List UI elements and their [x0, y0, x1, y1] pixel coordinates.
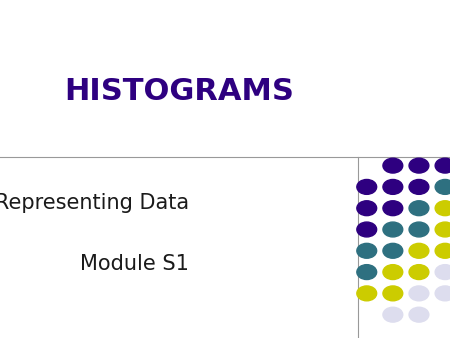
Text: Representing Data: Representing Data — [0, 193, 189, 213]
Circle shape — [435, 201, 450, 216]
Text: HISTOGRAMS: HISTOGRAMS — [64, 77, 294, 106]
Circle shape — [383, 265, 403, 280]
Circle shape — [383, 158, 403, 173]
Circle shape — [409, 158, 429, 173]
Circle shape — [357, 265, 377, 280]
Circle shape — [435, 243, 450, 258]
Circle shape — [409, 307, 429, 322]
Circle shape — [383, 286, 403, 301]
Text: Module S1: Module S1 — [80, 254, 189, 274]
Circle shape — [409, 201, 429, 216]
Circle shape — [435, 265, 450, 280]
Circle shape — [357, 286, 377, 301]
Circle shape — [435, 286, 450, 301]
Circle shape — [409, 243, 429, 258]
Circle shape — [357, 201, 377, 216]
Circle shape — [383, 243, 403, 258]
Circle shape — [383, 307, 403, 322]
Circle shape — [383, 222, 403, 237]
Circle shape — [409, 222, 429, 237]
Circle shape — [357, 243, 377, 258]
Circle shape — [357, 179, 377, 194]
Circle shape — [383, 179, 403, 194]
Circle shape — [383, 201, 403, 216]
Circle shape — [409, 179, 429, 194]
Circle shape — [357, 222, 377, 237]
Circle shape — [435, 222, 450, 237]
Circle shape — [409, 286, 429, 301]
Circle shape — [435, 158, 450, 173]
Circle shape — [435, 179, 450, 194]
Circle shape — [409, 265, 429, 280]
